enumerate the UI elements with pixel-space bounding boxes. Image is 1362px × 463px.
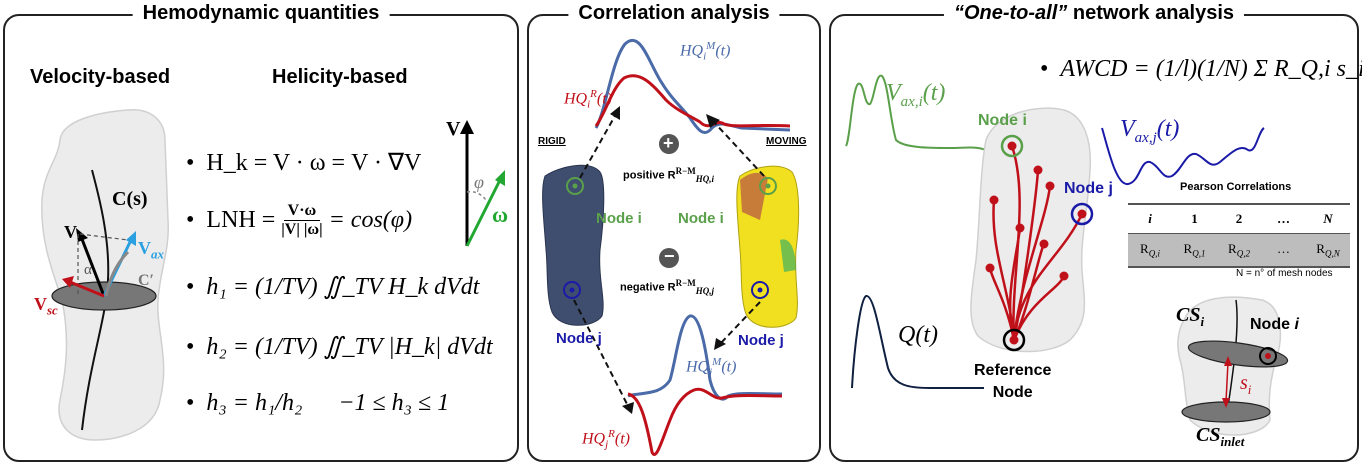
formula-h2: • h₂ = (1/TV) ∬_TV |H_k| dVdt xyxy=(186,334,493,360)
correlation-title: Correlation analysis xyxy=(568,2,780,25)
omega-label: ω xyxy=(492,202,509,227)
formula-lnh: • LNH = V·ω |V| |ω| = cos(φ) xyxy=(186,202,413,238)
rigid-label: RIGID xyxy=(538,136,566,147)
vector-v-label: V xyxy=(446,118,461,140)
lnh-numerator: V·ω xyxy=(283,202,321,221)
moving-node-j-label: Node j xyxy=(738,332,784,349)
formula-h1: • h₁ = (1/TV) ∬_TV H_k dVdt xyxy=(186,274,480,300)
hq-i-m-label: HQiM(t) xyxy=(680,40,731,63)
lnh-denominator: |V| |ω| xyxy=(281,221,323,238)
reference-node-label: Reference Node xyxy=(974,362,1052,401)
positive-correlation-label: positive RR−MHQ,i xyxy=(623,166,714,184)
vector-diagram xyxy=(460,120,505,247)
phi-label: φ xyxy=(474,172,484,192)
pearson-table: i 1 2 … N RQ,i RQ,1 RQ,2 … RQ,N xyxy=(1128,203,1350,268)
q-t-label: Q(t) xyxy=(898,322,938,348)
moving-node-i-label: Node i xyxy=(678,210,724,227)
rigid-node-j-label: Node j xyxy=(556,330,602,347)
minus-circle xyxy=(659,248,679,268)
network-title: “One-to-all” network analysis xyxy=(943,2,1245,25)
hq-j-m-label: HQjM(t) xyxy=(686,356,737,379)
rigid-vessel xyxy=(542,164,605,326)
hq-i-r-label: HQiR(t) xyxy=(564,88,613,111)
hemodynamic-title: Hemodynamic quantities xyxy=(132,2,390,25)
v-label: V xyxy=(64,222,77,242)
helicity-heading: Helicity-based xyxy=(272,66,408,88)
minus-symbol: − xyxy=(664,246,675,266)
cross-section-node-i-label: Node i xyxy=(1250,316,1299,333)
pearson-note: N = n° of mesh nodes xyxy=(1236,268,1333,279)
plus-circle xyxy=(659,134,679,154)
centerline xyxy=(81,169,110,431)
vessel-illustration xyxy=(41,109,170,441)
v-ax-label: Vax xyxy=(138,238,164,262)
rigid-node-i-label: Node i xyxy=(596,210,642,227)
hq-j-r-label: HQjR(t) xyxy=(582,428,631,451)
network-node-j-label: Node j xyxy=(1064,180,1113,197)
cs-i-label: CSi xyxy=(1176,304,1205,329)
c-prime-label: C′ xyxy=(138,272,155,289)
v-ax-i-curve xyxy=(845,74,987,151)
v-ax-j-curve xyxy=(1101,127,1265,185)
v-ax-i-label: Vax,i(t) xyxy=(886,80,946,110)
hq-i-m-curve xyxy=(594,39,791,134)
v-sc-arrow xyxy=(69,280,105,298)
hq-j-r-curve xyxy=(627,387,783,456)
hq-i-r-curve xyxy=(594,74,791,128)
v-ax-j-label: Vax,j(t) xyxy=(1120,116,1180,146)
plus-symbol: + xyxy=(663,133,674,153)
formula-h3: • h₃ = h₁/h₂ −1 ≤ h₃ ≤ 1 xyxy=(186,390,450,416)
s-i-label: si xyxy=(1240,372,1252,397)
v-dash-2 xyxy=(79,233,129,241)
v-arrow xyxy=(78,233,106,297)
moving-label: MOVING xyxy=(766,136,807,147)
q-t-curve xyxy=(851,295,984,389)
vessel-wall xyxy=(41,109,170,441)
velocity-heading: Velocity-based xyxy=(30,66,171,88)
network-node-i-label: Node i xyxy=(978,112,1027,129)
formula-hk: • H_k = V · ω = V · ∇V xyxy=(186,150,422,176)
centerline-label: C(s) xyxy=(112,188,148,210)
alpha-label: α xyxy=(84,262,92,278)
cross-section-vessel xyxy=(1177,296,1282,436)
pearson-title: Pearson Correlations xyxy=(1180,181,1292,193)
c-prime-arrow xyxy=(104,250,130,297)
awcd-formula: • AWCD = (1/l)(1/N) Σ R_Q,i s_i xyxy=(1040,56,1362,82)
cs-inlet-label: CSinlet xyxy=(1196,424,1245,449)
v-sc-label: Vsc xyxy=(34,294,58,318)
negative-correlation-label: negative RR−MHQ,j xyxy=(620,278,715,296)
